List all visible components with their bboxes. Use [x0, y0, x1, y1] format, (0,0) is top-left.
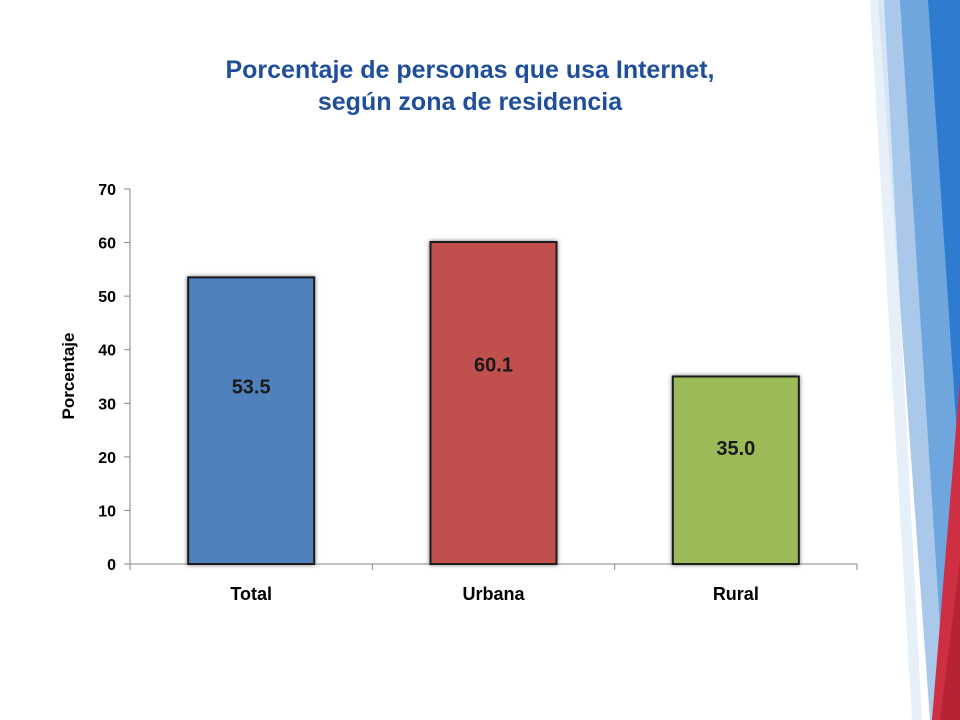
y-tick-label: 0 [107, 557, 116, 574]
bar-chart: 0 10 20 30 40 50 60 70 Porcentaje 53.5 Total 60.1 U… [59, 182, 858, 604]
y-tick-label: 20 [98, 450, 116, 467]
data-label-urbana: 60.1 [474, 354, 513, 376]
blue-stripe [928, 0, 960, 480]
x-tick-label-rural: Rural [713, 584, 759, 604]
chart-title: Porcentaje de personas que usa Internet,… [80, 54, 860, 118]
x-tick-label-total: Total [230, 584, 272, 604]
y-tick-label: 70 [98, 182, 116, 199]
y-tick-label: 10 [98, 503, 116, 520]
bar-rural [671, 375, 800, 565]
data-label-total: 53.5 [232, 376, 271, 398]
pale-stripe [870, 0, 922, 720]
chart-labels: 53.5 Total 60.1 Urbana 35.0 Rural [230, 354, 759, 604]
decorative-side-stripes [870, 0, 960, 720]
data-label-rural: 35.0 [716, 438, 755, 460]
y-tick-label: 40 [98, 343, 116, 360]
y-axis-title: Porcentaje [59, 333, 78, 420]
bar-urbana [429, 241, 558, 566]
bar-total [187, 276, 316, 565]
y-tick-label: 60 [98, 236, 116, 253]
chart-bars [187, 241, 800, 566]
y-tick-label: 50 [98, 289, 116, 306]
x-tick-label-urbana: Urbana [462, 584, 525, 604]
y-tick-label: 30 [98, 396, 116, 413]
chart-title-line1: Porcentaje de personas que usa Internet, [225, 56, 715, 84]
dark-red-stripe [940, 560, 960, 720]
chart-title-line2: según zona de residencia [317, 88, 623, 116]
